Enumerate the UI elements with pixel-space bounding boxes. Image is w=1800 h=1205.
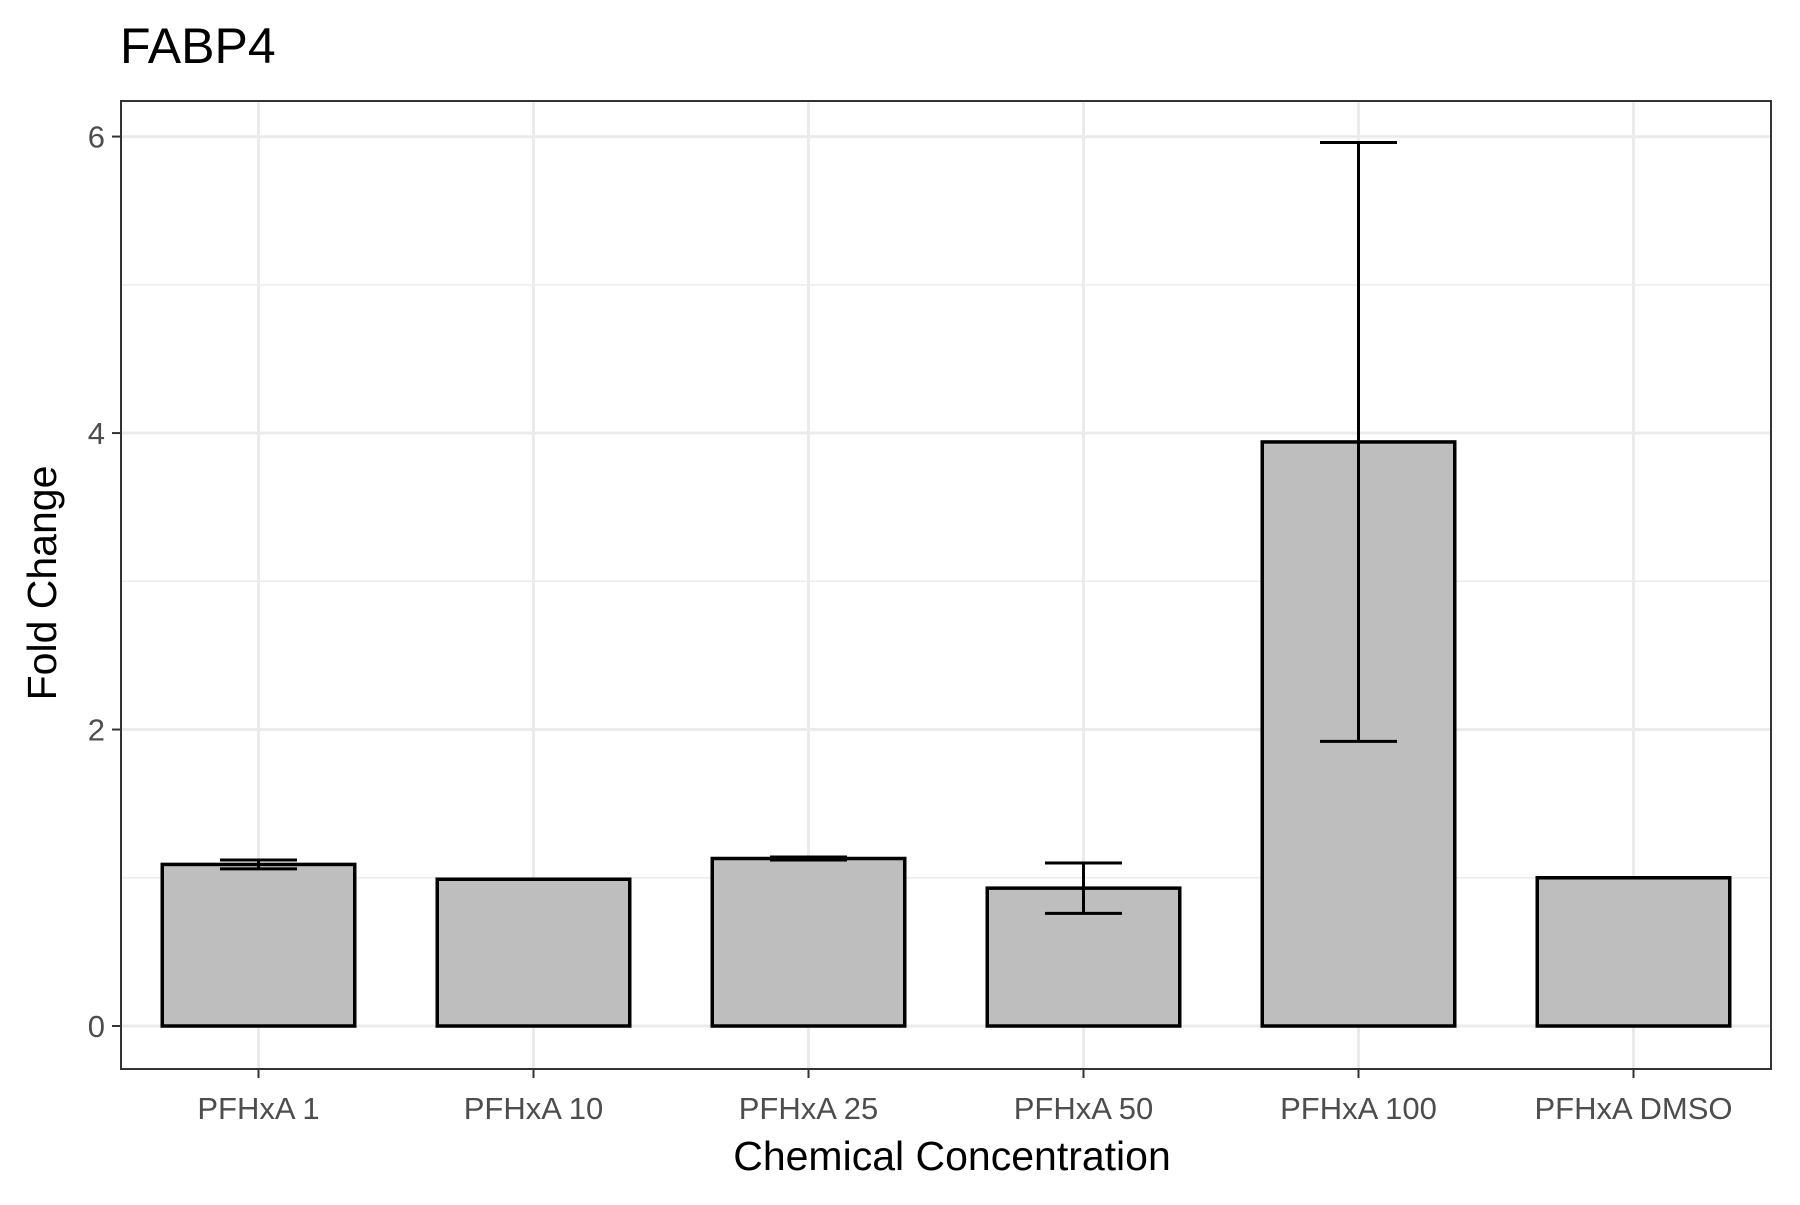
- x-tick-label: PFHxA 25: [739, 1091, 879, 1126]
- y-tick-label: 2: [88, 713, 105, 748]
- y-tick-label: 6: [88, 120, 105, 155]
- x-axis-title: Chemical Concentration: [733, 1133, 1171, 1179]
- panel-border: [120, 100, 1772, 1070]
- bars: [160, 141, 1732, 1028]
- bar: [1535, 876, 1732, 1028]
- axes: 0 2 4 6 PFHxA 1 PFHxA 10 PFHxA 25 PFHxA 50 PFHxA…: [88, 100, 1772, 1126]
- y-tick-label: 0: [88, 1009, 105, 1044]
- bar: [435, 877, 632, 1028]
- x-tick-label: PFHxA DMSO: [1534, 1091, 1732, 1126]
- bar: [160, 862, 357, 1028]
- bar: [710, 856, 907, 1028]
- y-tick-label: 4: [88, 416, 105, 451]
- chart-title: FABP4: [120, 18, 276, 74]
- grid-lines: [121, 101, 1771, 1069]
- x-tick-label: PFHxA 1: [197, 1091, 319, 1126]
- x-tick-label: PFHxA 10: [464, 1091, 604, 1126]
- y-axis-title: Fold Change: [19, 466, 65, 701]
- x-tick-label: PFHxA 50: [1014, 1091, 1154, 1126]
- x-tick-label: PFHxA 100: [1280, 1091, 1437, 1126]
